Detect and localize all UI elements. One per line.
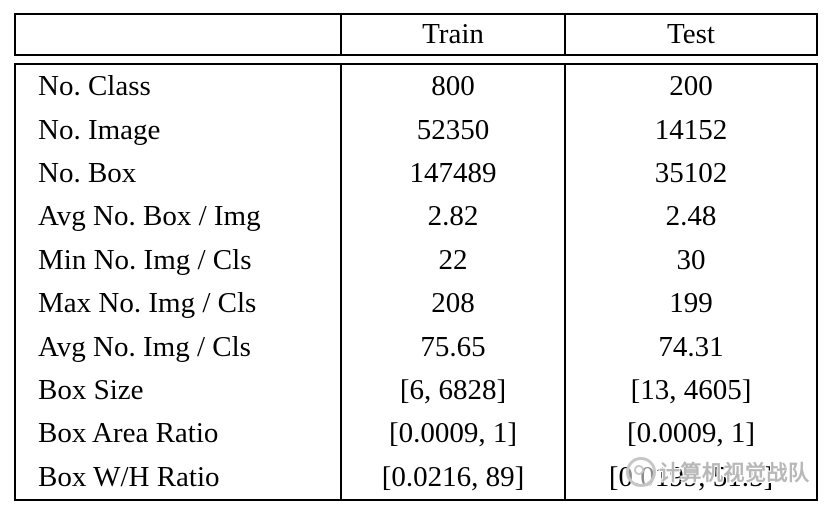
row-label-cell: No. Box <box>38 156 137 189</box>
row-label-cell: Avg No. Box / Img <box>38 200 261 233</box>
table-body: No. Class 800 200 No. Image 52350 14152 … <box>14 63 818 501</box>
train-value-cell: 147489 <box>340 151 564 196</box>
test-value-cell: 74.31 <box>564 325 816 369</box>
row-label-cell: No. Class <box>38 70 151 103</box>
header-train-cell: Train <box>340 15 564 54</box>
test-value-cell: [0.0199, 51.5] <box>564 455 816 499</box>
table-header-row: Train Test <box>14 13 818 56</box>
train-value-cell: 22 <box>340 238 564 282</box>
header-test-cell: Test <box>564 15 816 54</box>
test-value-cell: 35102 <box>564 151 816 196</box>
train-value-cell: [0.0009, 1] <box>340 412 564 456</box>
test-value-cell: 200 <box>564 65 816 109</box>
row-label-cell: Max No. Img / Cls <box>38 287 257 320</box>
row-label-cell: No. Image <box>38 113 161 146</box>
train-value-cell: 208 <box>340 282 564 326</box>
train-value-cell: 52350 <box>340 108 564 152</box>
test-value-cell: [13, 4605] <box>564 368 816 413</box>
row-label-cell: Box Area Ratio <box>38 417 219 450</box>
train-value-cell: 800 <box>340 65 564 109</box>
row-label-cell: Min No. Img / Cls <box>38 243 252 276</box>
train-value-cell: [0.0216, 89] <box>340 455 564 499</box>
row-label-cell: Box Size <box>38 373 144 406</box>
train-value-cell: 75.65 <box>340 325 564 369</box>
header-corner-cell <box>16 15 340 54</box>
row-label-cell: Box W/H Ratio <box>38 460 220 493</box>
test-value-cell: 14152 <box>564 108 816 152</box>
test-value-cell: 199 <box>564 282 816 326</box>
test-value-cell: 30 <box>564 238 816 282</box>
train-value-cell: 2.82 <box>340 195 564 239</box>
train-value-cell: [6, 6828] <box>340 368 564 413</box>
row-label-cell: Avg No. Img / Cls <box>38 330 251 363</box>
test-value-cell: 2.48 <box>564 195 816 239</box>
test-value-cell: [0.0009, 1] <box>564 412 816 456</box>
